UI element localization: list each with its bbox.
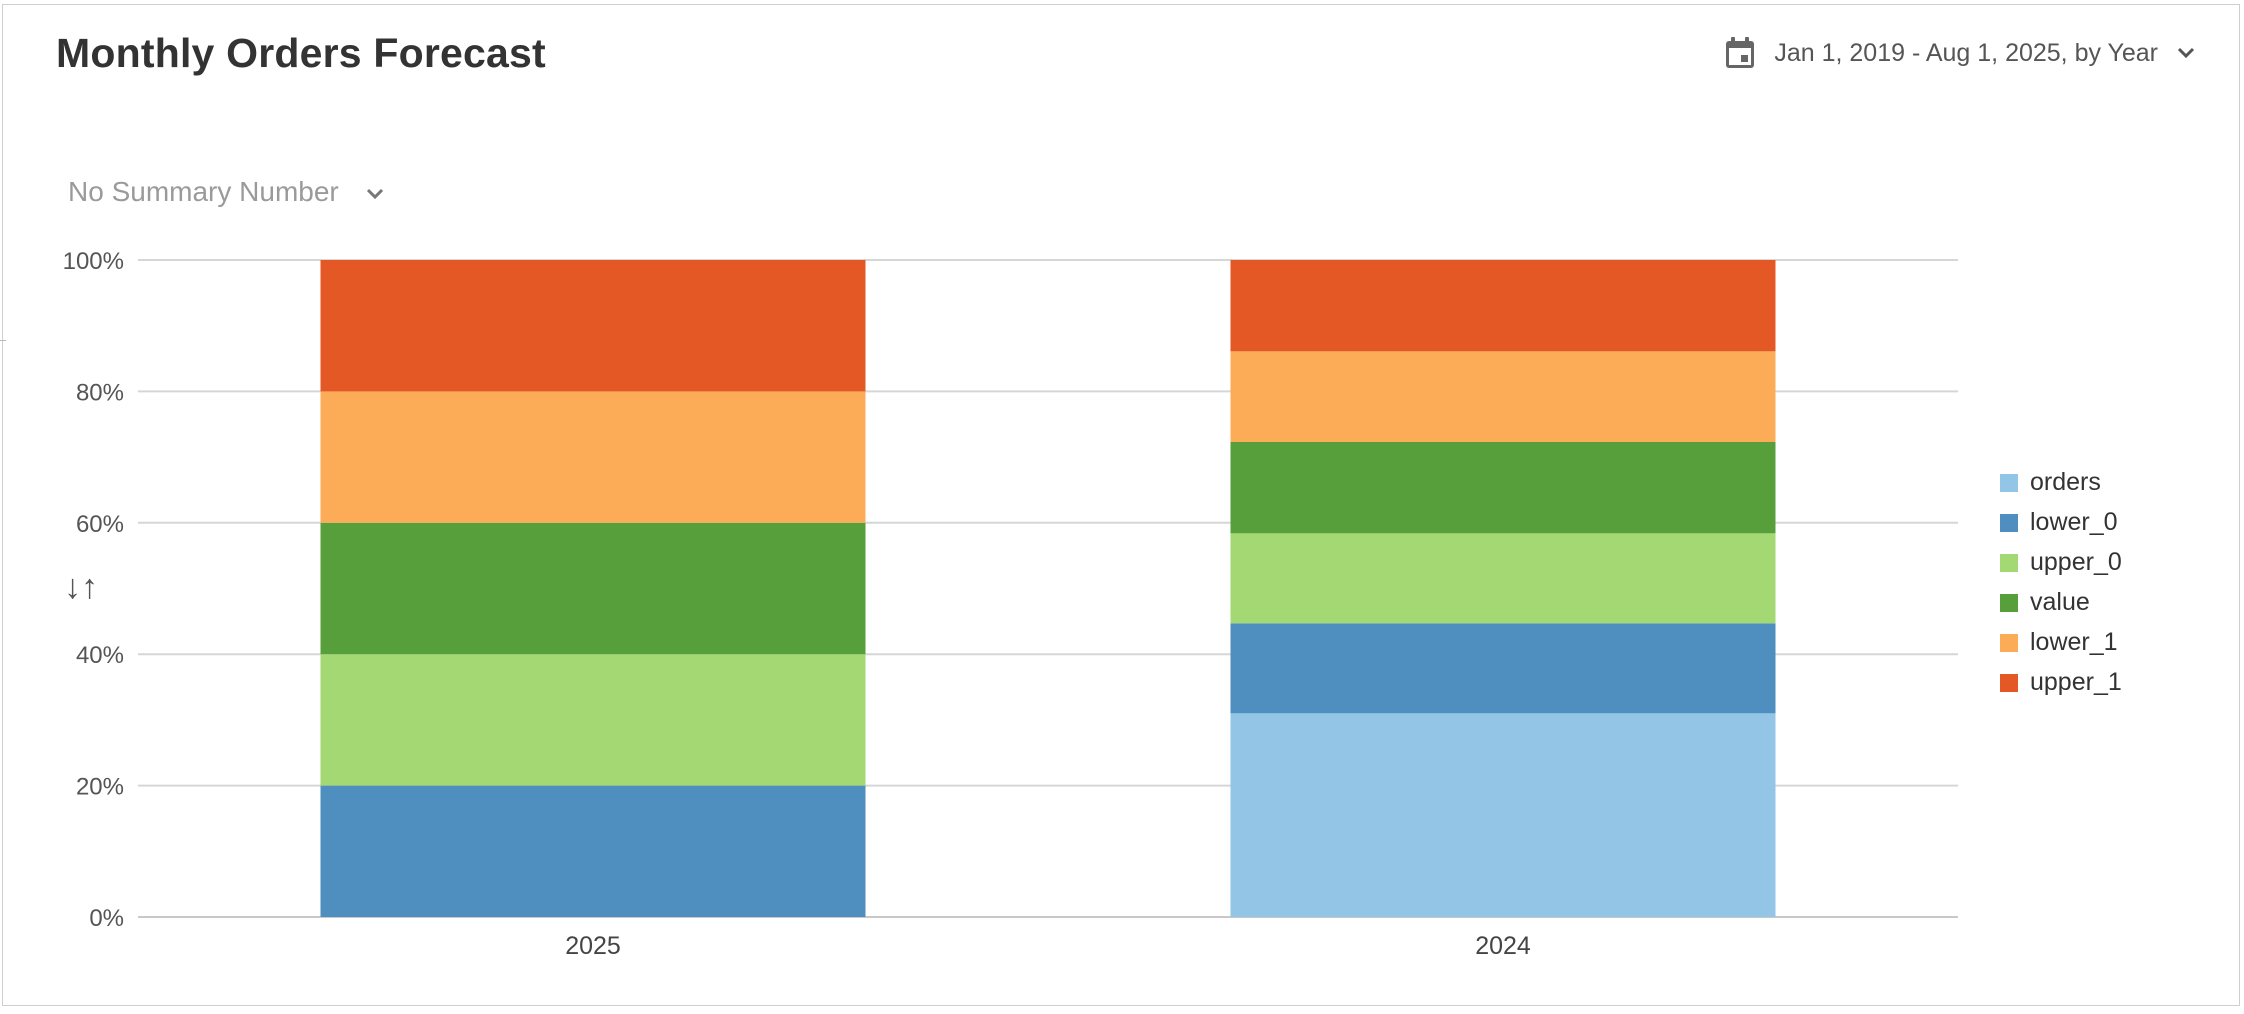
bar-segment-value-2025 — [320, 522, 866, 655]
bar-segment-orders-2024 — [1230, 713, 1776, 917]
bar-segment-lower_0-2025 — [320, 785, 866, 917]
legend-swatch — [2000, 673, 2018, 692]
legend-label: lower_0 — [2030, 508, 2118, 536]
legend-item-upper_1[interactable]: upper_1 — [2000, 668, 2122, 697]
sort-icon[interactable]: ↓↑ — [64, 568, 98, 606]
legend-label: upper_0 — [2030, 548, 2122, 576]
y-tick-label: 40% — [76, 642, 124, 669]
legend-item-orders[interactable]: orders — [2000, 468, 2122, 497]
legend-label: orders — [2030, 468, 2101, 496]
bar-segment-value-2024 — [1230, 441, 1776, 534]
date-range-label: Jan 1, 2019 - Aug 1, 2025, by Year — [1774, 38, 2158, 67]
legend-swatch — [2000, 473, 2018, 492]
y-tick-label: 0% — [89, 905, 124, 932]
bar-segment-lower_1-2024 — [1230, 351, 1776, 442]
bar-segment-upper_1-2025 — [320, 260, 866, 392]
legend-label: value — [2030, 588, 2090, 616]
bar-segment-lower_0-2024 — [1230, 623, 1776, 714]
y-tick-label: 60% — [76, 511, 124, 538]
chevron-down-icon — [2176, 46, 2196, 60]
legend-swatch — [2000, 513, 2018, 532]
legend-swatch — [2000, 553, 2018, 572]
y-tick-label: 80% — [76, 379, 124, 406]
legend-item-lower_0[interactable]: lower_0 — [2000, 508, 2122, 537]
legend-item-lower_1[interactable]: lower_1 — [2000, 628, 2122, 657]
summary-number-selector[interactable]: No Summary Number — [68, 176, 385, 208]
x-tick-label: 2025 — [565, 932, 621, 960]
bar-segment-upper_0-2025 — [320, 654, 866, 786]
legend-label: lower_1 — [2030, 628, 2118, 656]
legend-swatch — [2000, 633, 2018, 652]
chart-title: Monthly Orders Forecast — [56, 30, 546, 76]
edge-marker — [0, 340, 6, 341]
chevron-down-icon — [365, 176, 385, 208]
legend-item-value[interactable]: value — [2000, 588, 2122, 617]
bar-segment-upper_0-2024 — [1230, 533, 1776, 624]
y-tick-label: 100% — [63, 248, 124, 275]
x-tick-label: 2024 — [1475, 932, 1531, 960]
legend-swatch — [2000, 593, 2018, 612]
legend-label: upper_1 — [2030, 668, 2122, 696]
date-range-picker[interactable]: Jan 1, 2019 - Aug 1, 2025, by Year — [1724, 36, 2196, 70]
bar-segment-lower_1-2025 — [320, 391, 866, 523]
summary-label: No Summary Number — [68, 176, 339, 207]
legend-item-upper_0[interactable]: upper_0 — [2000, 548, 2122, 577]
bar-segment-upper_1-2024 — [1230, 260, 1776, 352]
calendar-icon — [1724, 36, 1756, 70]
y-tick-label: 20% — [76, 774, 124, 801]
